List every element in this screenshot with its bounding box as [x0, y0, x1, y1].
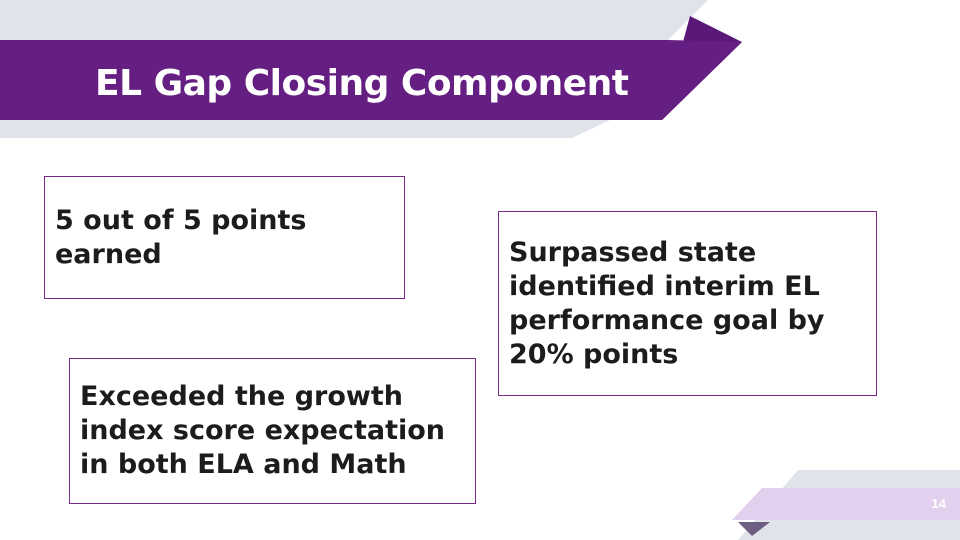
growth-index-text: Exceeded the growth index score expectat… [80, 381, 446, 480]
performance-goal-box: Surpassed state identified interim EL pe… [498, 211, 877, 396]
footer-dark-sliver [738, 522, 770, 536]
footer-lavender-band [732, 488, 960, 520]
performance-goal-text: Surpassed state identified interim EL pe… [509, 236, 825, 370]
points-earned-text: 5 out of 5 points earned [55, 204, 307, 270]
points-earned-box: 5 out of 5 points earned [44, 176, 405, 299]
top-gray-band [0, 0, 708, 40]
growth-index-box: Exceeded the growth index score expectat… [69, 358, 476, 504]
slide-title: EL Gap Closing Component [95, 63, 629, 104]
page-number: 14 [931, 496, 946, 511]
banner-gray-underlay [0, 120, 610, 138]
title-banner [0, 40, 742, 120]
